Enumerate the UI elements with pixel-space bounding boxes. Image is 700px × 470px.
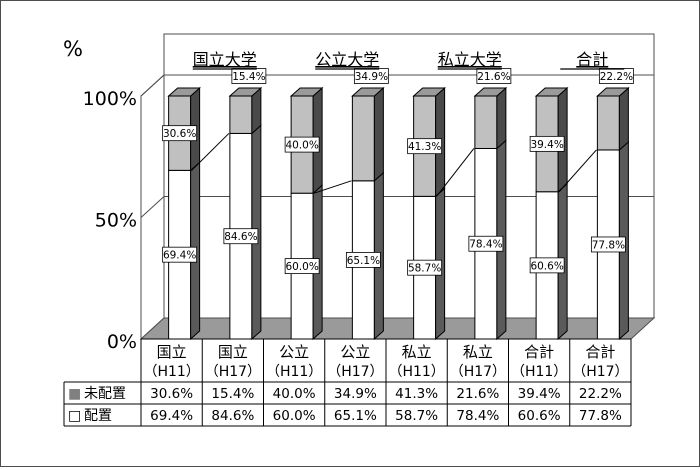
category-label: （H11） [388, 364, 444, 380]
category-label: 私立 [402, 343, 432, 361]
data-label: 77.8% [592, 239, 625, 251]
group-title: 合計 [576, 50, 608, 69]
table-value: 84.6% [211, 408, 254, 424]
table-value: 39.4% [518, 386, 561, 402]
bar-segment-unplaced [474, 95, 498, 149]
table-value: 77.8% [579, 408, 622, 424]
group-title: 私立大学 [438, 50, 502, 69]
bar-side-face [496, 86, 507, 150]
data-label-box [407, 138, 443, 155]
table-value: 40.0% [273, 386, 316, 402]
data-label-box [345, 252, 381, 268]
category-label: （H17） [450, 364, 506, 380]
data-label: 65.1% [347, 255, 380, 267]
category-label: （H17） [572, 364, 628, 380]
table-value: 78.4% [456, 408, 499, 424]
y-tick-label: 0% [107, 331, 137, 353]
bar-top-face [412, 87, 446, 97]
data-label: 41.3% [408, 141, 441, 153]
data-label: 34.9% [355, 71, 388, 83]
table-value: 60.0% [273, 408, 316, 424]
data-label-box [407, 259, 443, 276]
data-label: 30.6% [163, 128, 196, 140]
table-value: 60.6% [518, 408, 561, 424]
table-value: 65.1% [334, 408, 377, 424]
chart-floor [139, 317, 656, 340]
data-label: 84.6% [224, 231, 257, 243]
table-value: 15.4% [211, 386, 254, 402]
data-label: 60.0% [285, 261, 318, 273]
category-label: 合計 [585, 343, 615, 361]
legend-marker: ■ [68, 386, 81, 402]
data-label-box [284, 136, 320, 153]
category-label: （H17） [205, 364, 261, 380]
data-label: 78.4% [469, 239, 502, 251]
bar-side-face [373, 86, 384, 182]
y-axis-unit-label: % [63, 37, 83, 61]
category-label: 国立 [157, 343, 187, 361]
bar-top-face [228, 87, 263, 97]
table-value: 41.3% [395, 386, 438, 402]
data-label: 39.4% [530, 139, 563, 151]
legend-label: 配置 [84, 408, 112, 424]
table-value: 34.9% [334, 386, 377, 402]
bar-top-face [596, 87, 630, 97]
data-label-box [590, 236, 626, 253]
group-title: 国立大学 [193, 50, 257, 69]
data-label: 60.6% [530, 260, 563, 272]
bar-top-face [534, 87, 569, 97]
data-label-box [162, 125, 198, 142]
y-tick-label: 100% [83, 88, 137, 110]
data-label: 21.6% [477, 71, 510, 83]
category-label: 公立 [279, 343, 309, 361]
category-label: 公立 [340, 343, 370, 361]
data-label-box [284, 258, 320, 275]
data-label: 40.0% [285, 140, 318, 152]
table-value: 58.7% [395, 408, 438, 424]
data-label: 22.2% [600, 71, 633, 83]
bar-segment-unplaced [351, 95, 375, 182]
connector-line [558, 149, 597, 193]
connector-line [436, 148, 475, 197]
bar-segment-unplaced [596, 95, 620, 151]
category-label: 国立 [218, 343, 248, 361]
data-label-box [162, 246, 198, 263]
data-label: 69.4% [163, 250, 196, 262]
category-label: （H11） [143, 364, 199, 380]
legend-marker: □ [68, 408, 81, 424]
table-value: 21.6% [456, 386, 499, 402]
table-value: 69.4% [150, 408, 193, 424]
data-label: 58.7% [408, 263, 441, 275]
table-value: 22.2% [579, 386, 622, 402]
data-label: 15.4% [232, 71, 265, 83]
bar-top-face [473, 87, 508, 97]
legend-label: 未配置 [84, 386, 126, 402]
connector-line [313, 180, 352, 194]
bar-top-face [289, 87, 324, 97]
bar-top-face [351, 87, 385, 97]
connector-line [191, 133, 230, 171]
category-label: 私立 [463, 343, 493, 361]
table-value: 30.6% [150, 386, 193, 402]
category-label: （H11） [511, 364, 567, 380]
gridline-side [140, 196, 165, 218]
y-tick-label: 50% [95, 210, 137, 232]
data-label-box [529, 257, 565, 274]
gridline-side [140, 74, 165, 97]
bar-side-face [618, 86, 629, 152]
category-label: 合計 [524, 343, 554, 361]
category-label: （H11） [266, 364, 322, 380]
data-label-box [223, 228, 259, 245]
data-label-box [468, 235, 504, 252]
bar-segment-unplaced [229, 95, 253, 134]
bar-top-face [167, 87, 201, 97]
category-label: （H17） [327, 364, 383, 380]
group-title: 公立大学 [315, 50, 379, 69]
data-label-box [529, 135, 565, 152]
